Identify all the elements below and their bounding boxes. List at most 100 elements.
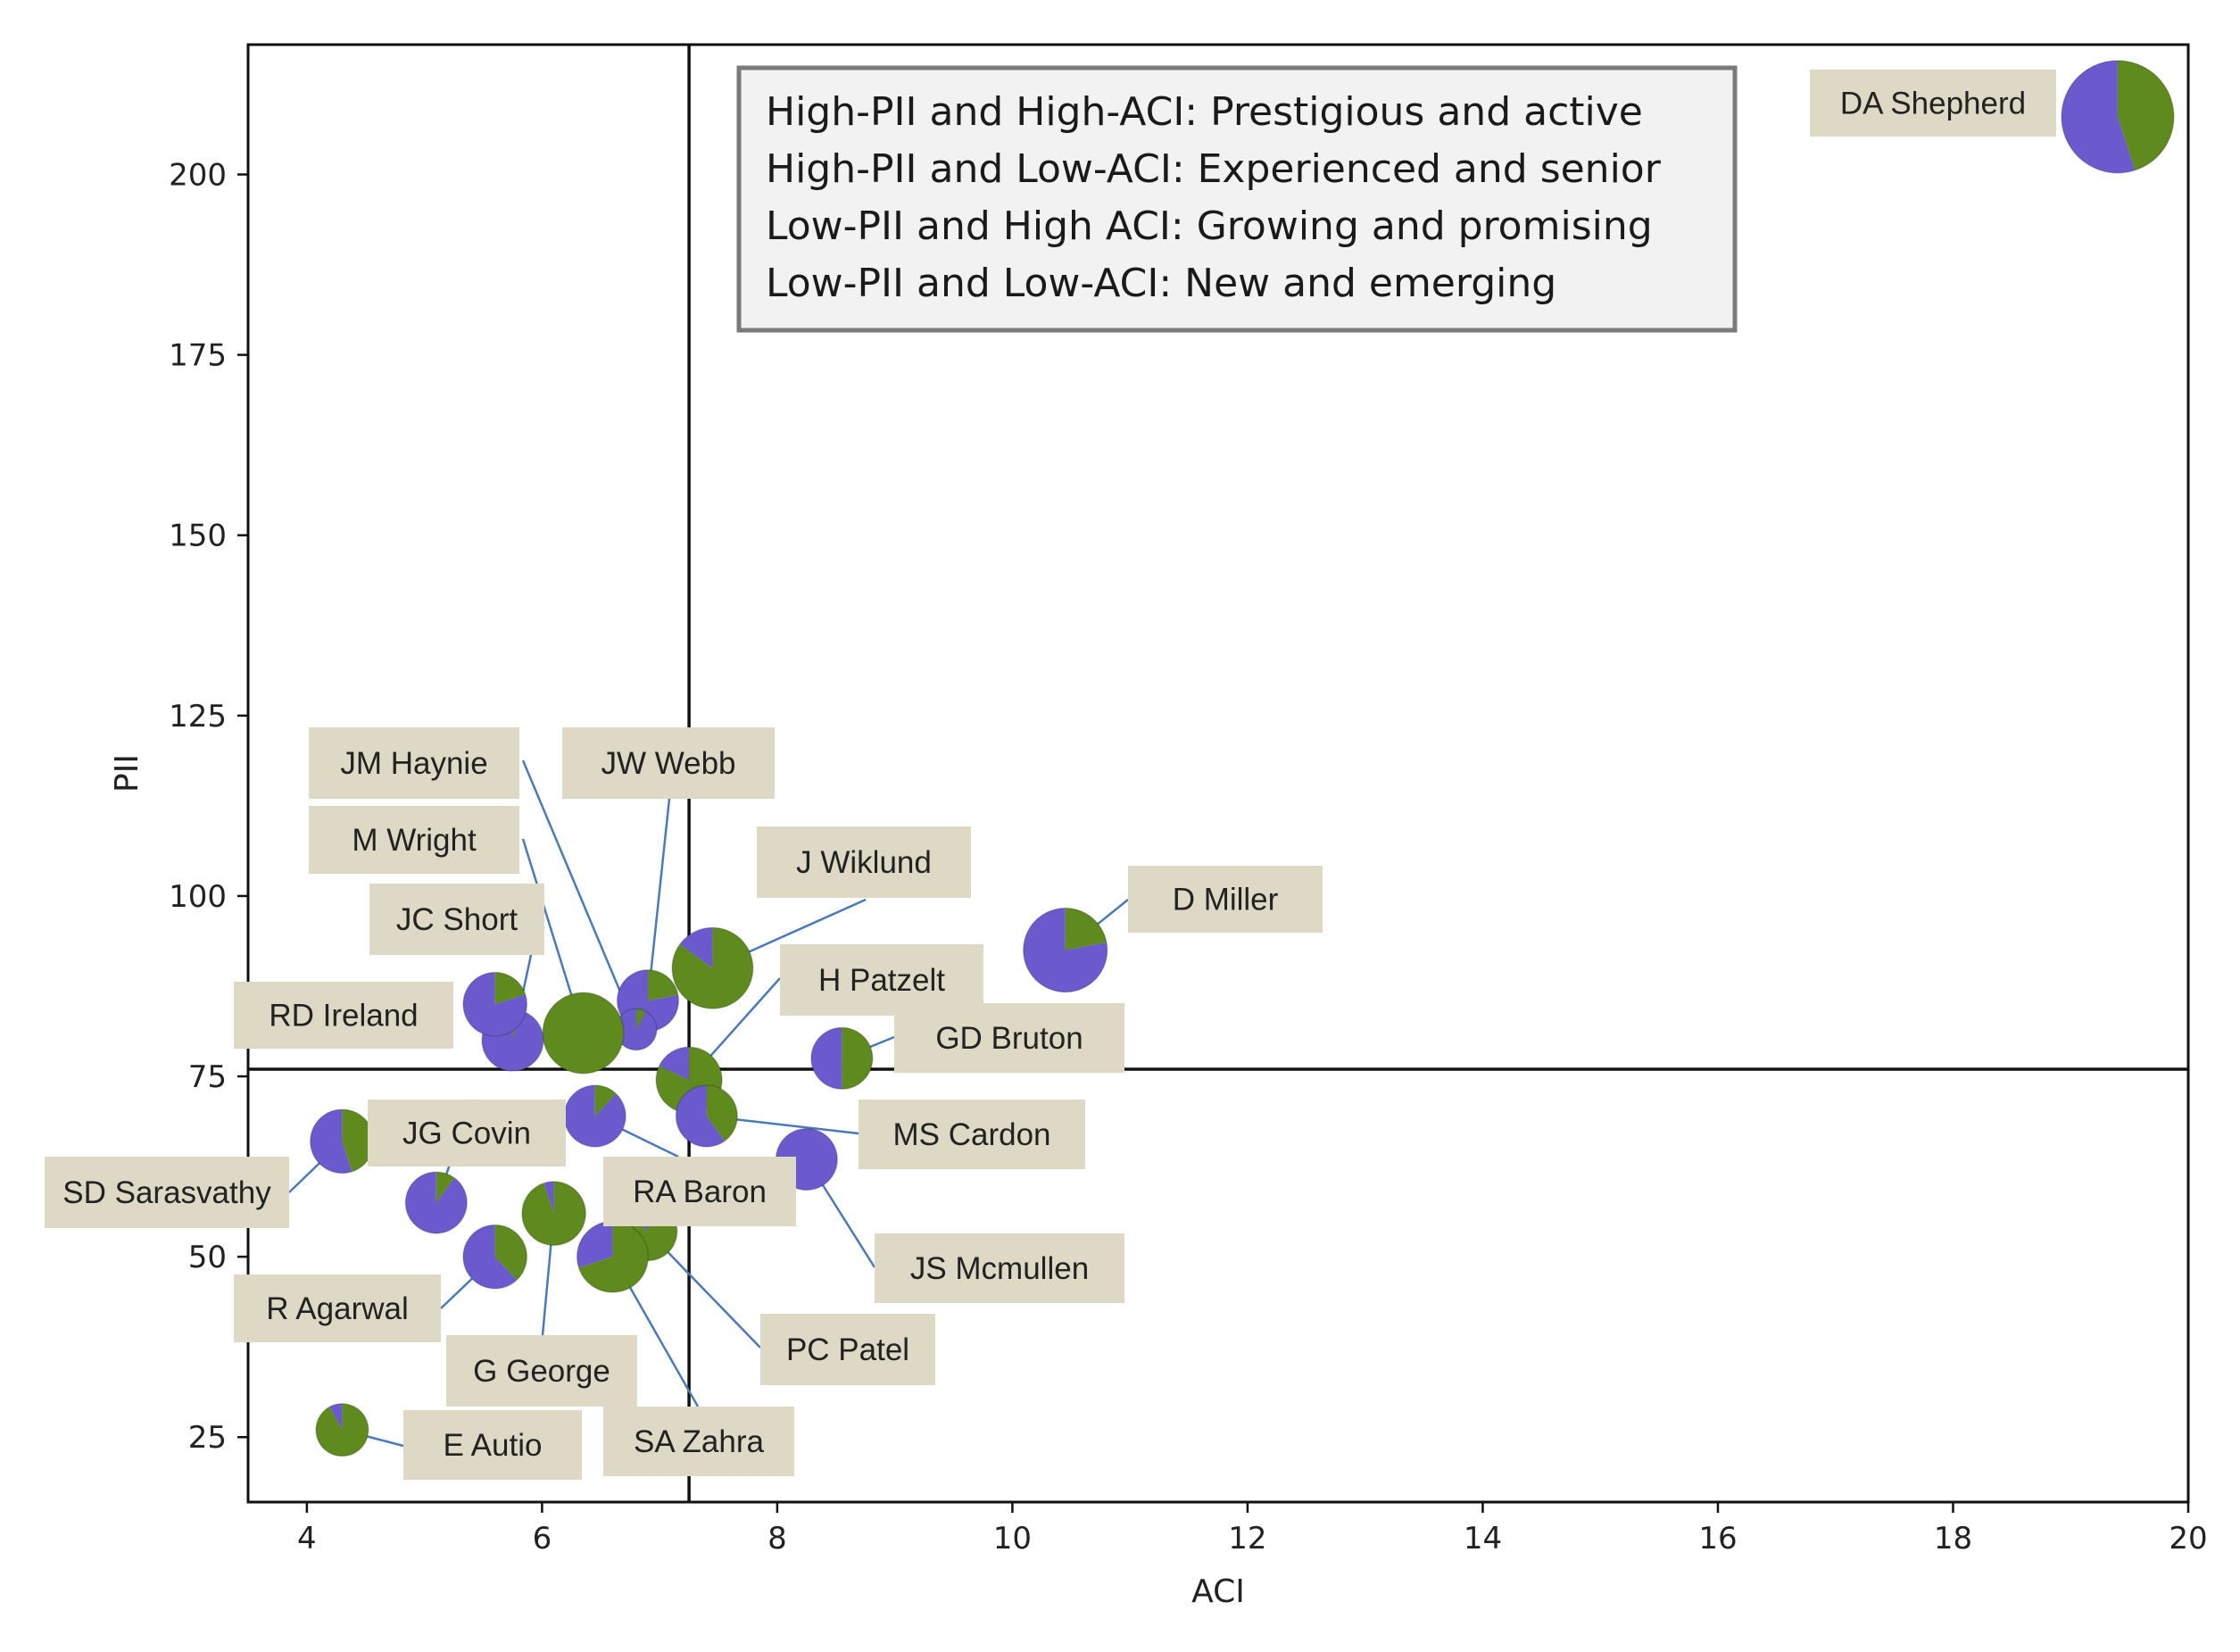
pie-marker [675, 1084, 739, 1148]
pie-outline [521, 1181, 587, 1247]
y-tick-label: 100 [169, 879, 227, 915]
pie-slice [2061, 60, 2136, 173]
pie-marker [315, 1403, 369, 1457]
point-label: DA Shepherd [1840, 87, 2026, 121]
legend-box [736, 65, 1738, 333]
point-label: RA Baron [633, 1175, 767, 1209]
point-label-box [446, 1335, 637, 1407]
axes-layer: 4 6 8 10 12 14 16 18 20 25 50 75 100 125 150 175 200 [169, 43, 2208, 1557]
pie-outline [404, 1171, 469, 1234]
legend-line: High-PII and Low-ACI: Experienced and se… [766, 146, 1662, 192]
point-label: JS Mcmullen [910, 1251, 1089, 1286]
point-label: JW Webb [601, 746, 735, 781]
x-tick-label: 12 [1228, 1521, 1266, 1557]
pie-outline [671, 926, 754, 1009]
pie-slice [659, 1047, 690, 1081]
point-label-box [859, 1100, 1085, 1169]
pie-slice [436, 1172, 455, 1203]
pie-marker [2061, 60, 2175, 174]
pie-marker [576, 1220, 650, 1293]
pie-outline [1022, 907, 1108, 993]
point-label: SA Zahra [634, 1424, 764, 1459]
x-tick-label: 4 [297, 1521, 317, 1557]
point-label-box [403, 1410, 582, 1480]
pie-marker [521, 1181, 587, 1247]
legend-line: Low-PII and Low-ACI: New and emerging [766, 261, 1556, 306]
legend-line: High-PII and High-ACI: Prestigious and a… [766, 89, 1643, 135]
point-label: PC Patel [786, 1332, 909, 1367]
pie-outline [675, 1084, 739, 1148]
point-label: D Miller [1173, 883, 1279, 917]
x-tick-label: 8 [767, 1521, 787, 1557]
pie-outline [542, 992, 625, 1075]
pie-slice [564, 1085, 626, 1147]
quadrant-legend: High-PII and High-ACI: Prestigious and a… [736, 65, 1738, 333]
pie-slice [706, 1085, 738, 1141]
point-label: GD Bruton [935, 1021, 1083, 1056]
pie-slice [462, 1224, 518, 1289]
x-tick-label: 14 [1464, 1521, 1502, 1557]
point-label-box [309, 727, 519, 799]
point-label-box [368, 1100, 566, 1166]
point-label: R Agarwal [266, 1291, 409, 1326]
pie-slice [615, 1009, 657, 1050]
pie-slice [521, 1181, 586, 1246]
pie-slice [578, 1221, 649, 1293]
point-label-box [760, 1314, 935, 1385]
plot-frame [246, 43, 2190, 1504]
y-tick-label: 25 [188, 1420, 227, 1456]
legend-line: Low-PII and High ACI: Growing and promis… [766, 203, 1653, 249]
x-tick-label: 6 [533, 1521, 552, 1557]
x-tick-label: 20 [2169, 1521, 2207, 1557]
point-label: H Patzelt [818, 963, 945, 998]
point-label: JG Covin [402, 1117, 531, 1151]
pie-slice [672, 927, 753, 1009]
pie-slice [342, 1109, 375, 1172]
axis-titles: ACI PII [109, 754, 1245, 1610]
point-label-box [1128, 866, 1323, 933]
pie-outline [315, 1403, 369, 1457]
y-axis-title: PII [109, 754, 145, 793]
point-label: JC Short [396, 902, 518, 937]
pie-marker [462, 1224, 528, 1290]
pie-outline [462, 971, 528, 1037]
pie-slice [316, 1403, 369, 1457]
pie-marker [810, 1026, 874, 1091]
x-tick-label: 10 [993, 1521, 1032, 1557]
point-label-box [45, 1157, 289, 1228]
x-tick-label: 16 [1698, 1521, 1737, 1557]
point-label: G George [473, 1354, 610, 1389]
pie-slice [810, 1027, 842, 1090]
pie-slice [494, 1224, 527, 1281]
point-label: J Wiklund [796, 845, 932, 880]
pie-slice [842, 1027, 873, 1090]
pie-marker [671, 926, 754, 1009]
pie-slice [594, 1085, 617, 1117]
point-label-box [1810, 70, 2056, 137]
pie-slice [405, 1172, 468, 1233]
point-label: JM Haynie [340, 746, 487, 781]
point-label: SD Sarasvathy [62, 1175, 271, 1210]
x-axis-title: ACI [1191, 1573, 1245, 1610]
point-label-box [234, 982, 453, 1049]
pie-marker [1022, 907, 1108, 993]
pie-slice [635, 1009, 646, 1030]
pie-marker [614, 1008, 658, 1051]
pie-slice [647, 969, 678, 1001]
pie-slice [543, 1181, 554, 1214]
pie-marker [462, 971, 528, 1037]
pie-marker [309, 1108, 375, 1175]
y-tick-label: 200 [169, 158, 227, 194]
point-label: E Autio [444, 1428, 543, 1463]
point-label-box [894, 1003, 1124, 1073]
leader-line [521, 760, 637, 1030]
pie-slice [577, 1221, 613, 1268]
pie-marker [404, 1171, 469, 1234]
point-label-box [757, 826, 971, 898]
pie-slice [310, 1109, 353, 1174]
point-label-box [603, 1407, 794, 1476]
y-tick-label: 50 [188, 1240, 227, 1275]
y-tick-label: 175 [169, 338, 227, 374]
leader-line [646, 798, 671, 1001]
